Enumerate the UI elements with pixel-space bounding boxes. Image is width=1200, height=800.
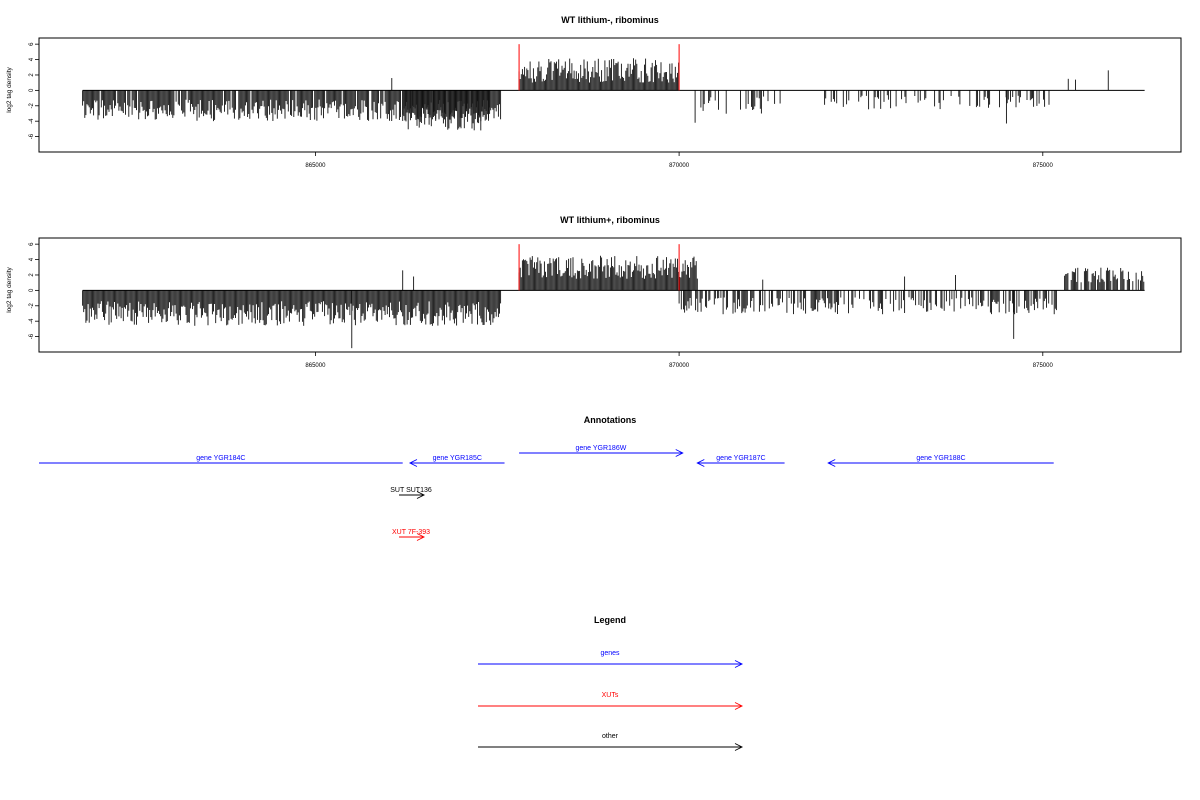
y-tick-label: 2 xyxy=(29,73,35,77)
y-tick-label: -6 xyxy=(29,133,35,139)
y-tick-label: 4 xyxy=(29,257,35,261)
y-tick-label: 2 xyxy=(29,273,35,277)
arrowhead-right xyxy=(416,491,426,499)
arrowhead-left xyxy=(696,459,705,467)
feature-label: gene YGR187C xyxy=(716,455,765,462)
feature-label: gene YGR185C xyxy=(433,455,482,462)
annotation-feature: SUT SUT136 xyxy=(390,487,432,499)
annotations-title: Annotations xyxy=(584,415,637,425)
x-tick-label: 875000 xyxy=(1033,163,1054,169)
feature-label: XUT 7F-393 xyxy=(392,529,430,536)
y-tick-label: 6 xyxy=(29,242,35,246)
y-tick-label: 0 xyxy=(29,88,35,92)
legend-label: genes xyxy=(600,650,620,657)
panel-title: WT lithium+, ribominus xyxy=(560,215,660,225)
annotation-feature: gene YGR188C xyxy=(827,455,1054,467)
y-tick-label: -2 xyxy=(29,302,35,308)
feature-label: SUT SUT136 xyxy=(390,487,432,494)
density-bars xyxy=(82,44,1145,131)
arrowhead-right xyxy=(675,449,684,457)
x-ticks: 865000 870000 875000 xyxy=(305,352,1053,369)
annotation-feature: gene YGR184C xyxy=(39,455,403,464)
arrowhead-right xyxy=(734,660,744,668)
panel-title: WT lithium-, ribominus xyxy=(561,15,659,25)
annotation-feature: gene YGR186W xyxy=(519,445,684,457)
legend-title: Legend xyxy=(594,615,626,625)
y-tick-label: 0 xyxy=(29,288,35,292)
legend-item: XUTs xyxy=(478,692,744,710)
legend-label: XUTs xyxy=(602,692,619,699)
annotation-feature: gene YGR185C xyxy=(408,455,505,467)
y-tick-label: 4 xyxy=(29,57,35,61)
legend-items: genes XUTs other xyxy=(478,650,744,751)
x-ticks: 865000 870000 875000 xyxy=(305,152,1053,169)
feature-label: gene YGR188C xyxy=(916,455,965,462)
arrowhead-right xyxy=(416,533,426,541)
annotation-feature: gene YGR187C xyxy=(696,455,785,467)
x-tick-label: 870000 xyxy=(669,363,690,369)
feature-label: gene YGR184C xyxy=(196,455,245,462)
arrowhead-right xyxy=(734,702,744,710)
plot-frame xyxy=(38,237,1182,353)
y-ticks: 6 4 2 0 -2 -4 -6 xyxy=(29,242,39,339)
annotation-features: gene YGR184C gene YGR185C gene YGR186W gene… xyxy=(39,445,1054,541)
plot-frame xyxy=(38,37,1182,153)
x-tick-label: 870000 xyxy=(669,163,690,169)
y-ticks: 6 4 2 0 -2 -4 -6 xyxy=(29,42,39,139)
y-tick-label: -6 xyxy=(29,333,35,339)
legend-label: other xyxy=(602,733,619,740)
y-tick-label: 6 xyxy=(29,42,35,46)
track-panel-lithium-minus: WT lithium-, ribominus log2 tag density … xyxy=(6,15,1182,169)
arrowhead-left xyxy=(827,459,836,467)
arrowhead-right xyxy=(734,743,744,751)
y-tick-label: -4 xyxy=(29,318,35,324)
y-tick-label: -4 xyxy=(29,118,35,124)
legend-panel: Legend genes XUTs other xyxy=(478,615,744,751)
legend-item: other xyxy=(478,733,744,751)
annotation-feature: XUT 7F-393 xyxy=(392,529,430,541)
arrowhead-left xyxy=(408,459,418,467)
y-axis-label: log2 tag density xyxy=(6,266,13,312)
x-tick-label: 875000 xyxy=(1033,363,1054,369)
density-bars xyxy=(82,244,1145,349)
feature-label: gene YGR186W xyxy=(575,445,626,452)
y-axis-label: log2 tag density xyxy=(6,66,13,112)
track-panel-lithium-plus: WT lithium+, ribominus log2 tag density … xyxy=(6,215,1182,369)
annotations-panel: Annotations gene YGR184C gene YGR185Cgene… xyxy=(39,415,1054,541)
y-tick-label: -2 xyxy=(29,102,35,108)
legend-item: genes xyxy=(478,650,744,668)
x-tick-label: 865000 xyxy=(305,363,326,369)
x-tick-label: 865000 xyxy=(305,163,326,169)
